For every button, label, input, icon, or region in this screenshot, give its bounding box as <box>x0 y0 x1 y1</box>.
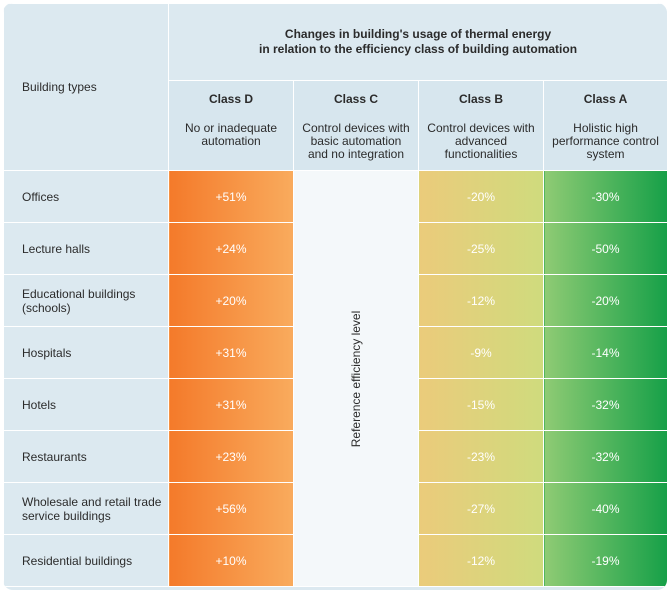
class-d-value: +56% <box>168 482 294 535</box>
table-title-line2: in relation to the efficiency class of b… <box>259 42 578 56</box>
class-a-value: -32% <box>542 378 667 431</box>
building-type-label: Educational buildings (schools) <box>3 274 169 327</box>
class-c-header: Class C Control devices with basic autom… <box>293 80 419 171</box>
class-d-name: Class D <box>208 92 254 106</box>
class-d-value: +51% <box>168 170 294 223</box>
thermal-energy-table-frame: Building types Changes in building's usa… <box>3 3 667 590</box>
class-a-value: -20% <box>542 274 667 327</box>
class-d-desc: No or inadequate automation <box>184 121 278 148</box>
class-b-value: -15% <box>418 378 544 431</box>
class-a-value: -32% <box>542 430 667 483</box>
class-b-value: -20% <box>418 170 544 223</box>
table-row: Hospitals +31% -9% -14% <box>3 326 667 379</box>
table-row: Offices +51% Reference efficiency level … <box>3 170 667 587</box>
class-a-value: -40% <box>542 482 667 535</box>
table-row: Restaurants +23% -23% -32% <box>3 430 667 483</box>
class-b-desc: Control devices with advanced functional… <box>427 121 535 161</box>
class-c-desc: Control devices with basic automation an… <box>302 121 410 161</box>
table-row: Wholesale and retail trade service build… <box>3 482 667 535</box>
class-a-desc: Holistic high performance control system <box>552 121 659 161</box>
building-type-label: Residential buildings <box>3 534 169 587</box>
class-a-header: Class A Holistic high performance contro… <box>542 80 667 171</box>
table-title: Changes in building's usage of thermal e… <box>167 3 667 81</box>
class-c-name: Class C <box>333 92 379 106</box>
building-types-header: Building types <box>3 3 169 171</box>
building-type-label: Hotels <box>3 378 169 431</box>
table-title-line1: Changes in building's usage of thermal e… <box>284 27 552 41</box>
table-row: Educational buildings (schools) +20% -12… <box>3 274 667 327</box>
class-b-value: -25% <box>418 222 544 275</box>
class-b-value: -23% <box>418 430 544 483</box>
building-type-label: Restaurants <box>3 430 169 483</box>
class-b-value: -9% <box>418 326 544 379</box>
class-b-name: Class B <box>458 92 504 106</box>
class-d-header: Class D No or inadequate automation <box>168 80 294 171</box>
building-type-label: Hospitals <box>3 326 169 379</box>
class-a-name: Class A <box>583 92 628 106</box>
building-type-label: Offices <box>3 170 169 223</box>
class-b-header: Class B Control devices with advanced fu… <box>418 80 544 171</box>
class-d-value: +20% <box>168 274 294 327</box>
class-a-value: -50% <box>542 222 667 275</box>
class-b-value: -27% <box>418 482 544 535</box>
building-type-label: Lecture halls <box>3 222 169 275</box>
class-b-value: -12% <box>418 534 544 587</box>
class-d-value: +23% <box>168 430 294 483</box>
class-a-value: -14% <box>542 326 667 379</box>
efficiency-table: Building types Changes in building's usa… <box>3 3 667 587</box>
class-b-value: -12% <box>418 274 544 327</box>
class-d-value: +10% <box>168 534 294 587</box>
reference-efficiency-column: Reference efficiency level <box>293 170 419 587</box>
class-a-value: -30% <box>542 170 667 223</box>
class-d-value: +24% <box>168 222 294 275</box>
reference-efficiency-label: Reference efficiency level <box>349 310 363 447</box>
table-row: Hotels +31% -15% -32% <box>3 378 667 431</box>
class-a-value: -19% <box>542 534 667 587</box>
table-row: Residential buildings +10% -12% -19% <box>3 534 667 587</box>
class-d-value: +31% <box>168 326 294 379</box>
building-type-label: Wholesale and retail trade service build… <box>3 482 169 535</box>
class-d-value: +31% <box>168 378 294 431</box>
